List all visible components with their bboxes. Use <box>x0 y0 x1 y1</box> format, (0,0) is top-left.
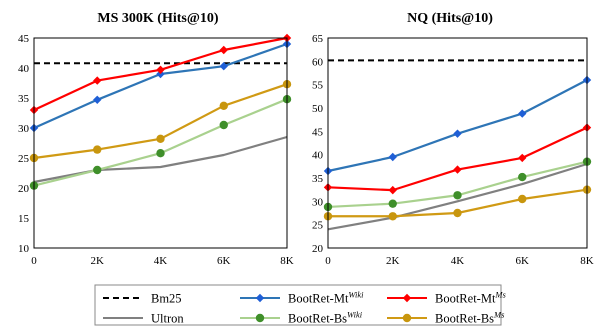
x-tick-label: 6K <box>217 255 231 267</box>
y-tick-label: 25 <box>18 153 30 165</box>
data-point <box>388 199 397 208</box>
data-point <box>93 145 102 154</box>
y-tick-label: 30 <box>312 196 324 208</box>
series-line-ultron <box>327 162 588 231</box>
data-point <box>156 65 165 74</box>
legend-box <box>94 284 502 326</box>
data-point <box>219 101 228 111</box>
series-group <box>29 33 292 190</box>
y-tick-label: 40 <box>18 63 30 75</box>
data-point <box>402 313 412 323</box>
x-tick-labels: 0 2K 4K 6K 8K <box>31 255 294 267</box>
data-point <box>518 109 527 118</box>
x-tick-labels: 0 2K 4K 6K 8K <box>325 255 594 267</box>
legend-item-mtwiki: BootRet-MtWiki <box>240 290 364 306</box>
x-tick-label: 8K <box>580 255 594 267</box>
data-point <box>219 45 228 55</box>
series-line-ultron <box>33 135 288 184</box>
legend-label: BootRet-BsWiki <box>288 310 363 326</box>
x-tick-label: 2K <box>386 255 400 267</box>
legend-label: Bm25 <box>151 292 182 306</box>
y-tick-label: 65 <box>312 33 324 45</box>
x-tick-label: 2K <box>91 255 105 267</box>
legend-item-ultron: Ultron <box>103 312 184 326</box>
y-tick-label: 30 <box>18 123 30 135</box>
legend-item-bsms: BootRet-BsMs <box>387 310 505 326</box>
legend-label: BootRet-MtMs <box>435 290 507 306</box>
x-tick-label: 0 <box>31 255 37 267</box>
legend-item-mtms: BootRet-MtMs <box>387 290 507 306</box>
data-point <box>388 212 397 221</box>
y-tick-label: 60 <box>312 56 324 68</box>
y-tick-label: 45 <box>312 126 324 138</box>
x-tick-label: 0 <box>325 255 331 267</box>
legend-item-bswiki: BootRet-BsWiki <box>240 310 363 326</box>
chart-ms-300k: MS 300K (Hits@10) 10 15 20 25 30 35 40 45 0 2K 4K… <box>18 11 294 267</box>
series-line-mtwiki <box>327 79 588 173</box>
data-point <box>156 134 165 143</box>
y-tick-label: 20 <box>18 183 30 195</box>
data-point <box>518 172 527 182</box>
data-point <box>156 149 165 158</box>
legend-label: Ultron <box>151 312 184 326</box>
y-tick-labels: 20 25 30 35 40 45 50 55 60 65 <box>312 33 324 255</box>
data-point <box>453 191 462 200</box>
chart-nq: NQ (Hits@10) 20 25 30 35 40 45 50 55 60 65 0 2K 4K 6… <box>312 11 594 267</box>
y-tick-labels: 10 15 20 25 30 35 40 45 <box>18 33 30 255</box>
data-point <box>93 95 102 104</box>
y-tick-label: 35 <box>312 173 324 185</box>
x-tick-label: 4K <box>154 255 168 267</box>
legend-items: Bm25 BootRet-MtWiki BootRet-MtMs Ultron Boot… <box>103 290 507 326</box>
data-point <box>219 120 228 130</box>
data-point <box>453 208 462 218</box>
data-point <box>402 293 412 303</box>
y-tick-label: 25 <box>312 220 324 232</box>
y-tick-label: 20 <box>312 243 324 255</box>
plot-frame <box>327 37 588 249</box>
legend: Bm25 BootRet-MtWiki BootRet-MtMs Ultron Boot… <box>94 284 507 326</box>
legend-label: BootRet-BsMs <box>435 310 505 326</box>
data-point <box>255 313 265 323</box>
data-point <box>518 153 527 163</box>
y-tick-label: 45 <box>18 33 30 45</box>
legend-item-bm25: Bm25 <box>103 292 182 306</box>
data-point <box>453 129 462 138</box>
x-tick-label: 4K <box>451 255 465 267</box>
x-tick-label: 8K <box>280 255 294 267</box>
plot-frame <box>33 37 288 249</box>
data-point <box>93 165 102 175</box>
chart-title: MS 300K (Hits@10) <box>97 11 218 26</box>
y-tick-label: 55 <box>312 80 324 92</box>
data-point <box>255 293 265 303</box>
chart-title: NQ (Hits@10) <box>407 11 493 26</box>
y-tick-label: 40 <box>312 150 324 162</box>
x-tick-label: 6K <box>516 255 530 267</box>
data-point <box>518 194 527 204</box>
y-tick-label: 35 <box>18 93 30 105</box>
data-point <box>453 165 462 174</box>
y-tick-label: 50 <box>312 103 324 115</box>
data-point <box>388 152 397 162</box>
data-point <box>93 76 102 85</box>
y-tick-label: 10 <box>18 243 30 255</box>
legend-label: BootRet-MtWiki <box>288 290 364 306</box>
y-tick-label: 15 <box>18 213 30 225</box>
data-point <box>219 62 228 71</box>
series-group <box>323 59 592 231</box>
data-point <box>388 185 397 195</box>
